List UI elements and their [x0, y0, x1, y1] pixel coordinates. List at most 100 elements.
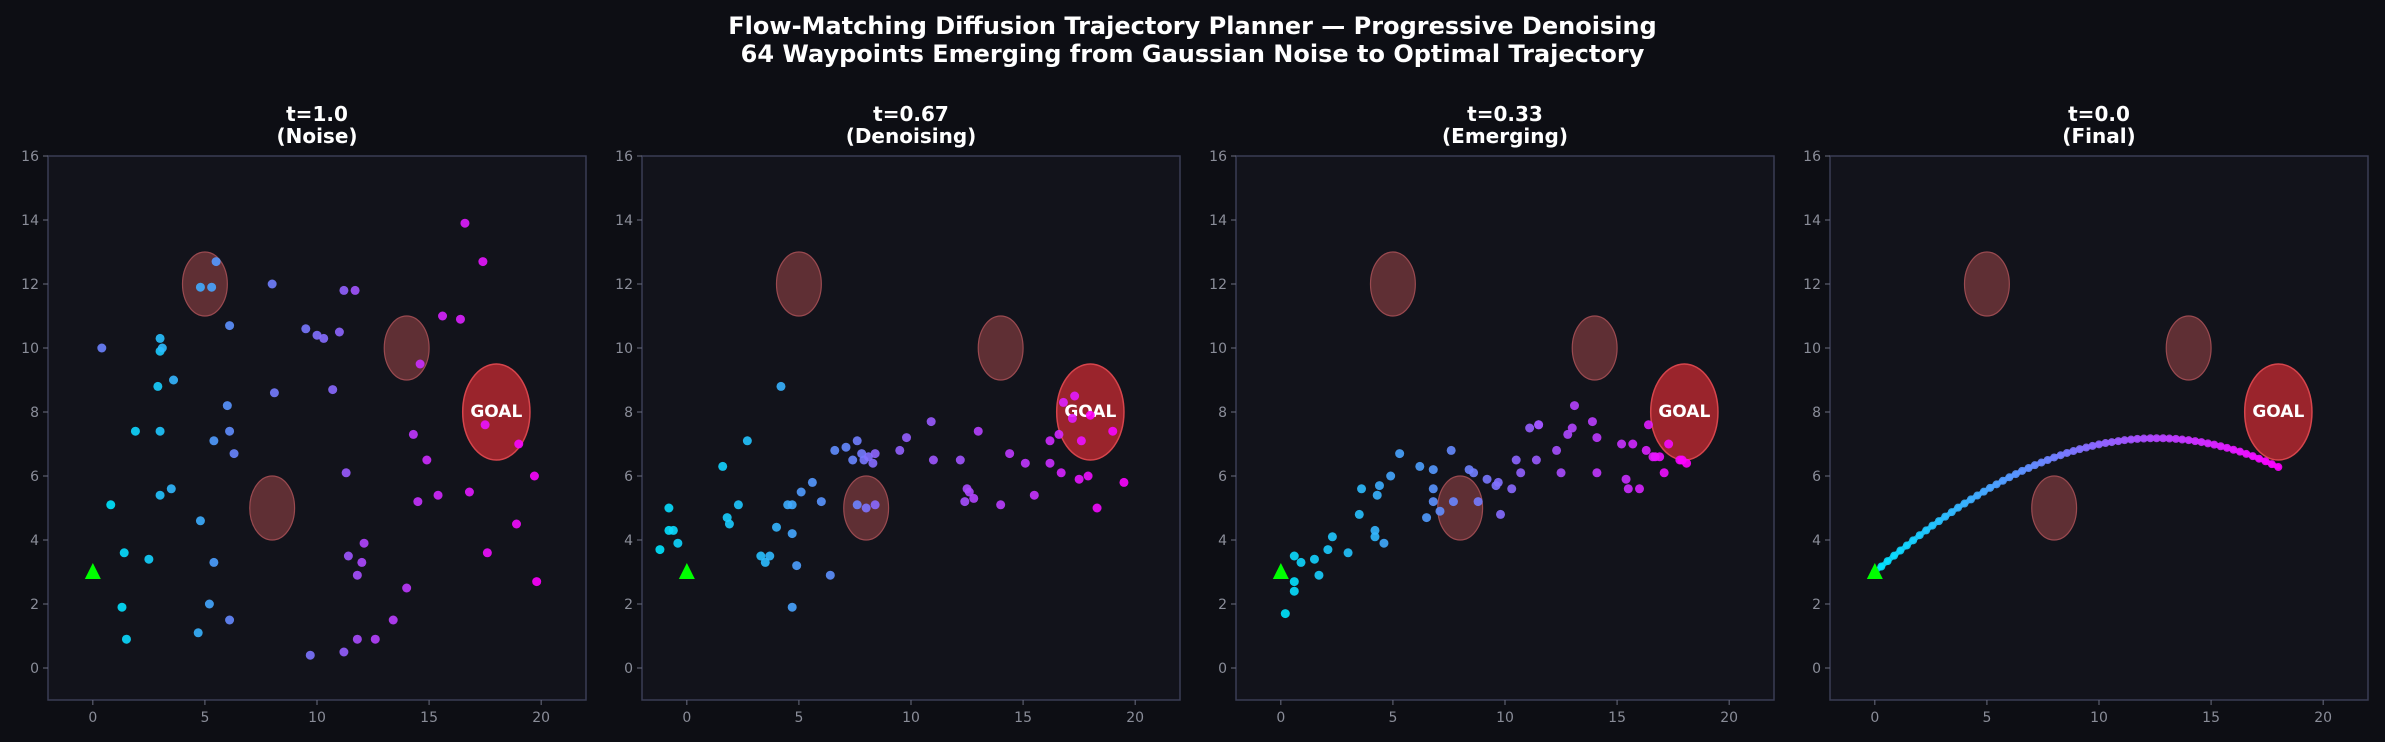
waypoint: [1422, 513, 1432, 523]
x-tick-label: 15: [1608, 710, 1626, 726]
waypoint: [512, 519, 522, 529]
x-tick-label: 20: [1126, 710, 1144, 726]
x-tick-label: 0: [682, 710, 691, 726]
waypoint: [1370, 525, 1380, 535]
waypoint: [776, 381, 786, 391]
waypoint: [1327, 532, 1337, 542]
waypoint: [1992, 480, 2001, 489]
waypoint: [1928, 521, 1937, 530]
waypoint: [964, 487, 974, 497]
waypoint: [357, 557, 367, 567]
waypoint: [1435, 506, 1445, 516]
waypoint: [2159, 434, 2168, 443]
waypoint: [130, 426, 140, 436]
waypoint: [328, 385, 338, 395]
waypoint: [2062, 448, 2071, 457]
obstacle-2: [249, 475, 296, 541]
waypoint: [1534, 420, 1544, 430]
waypoint: [415, 359, 425, 369]
panel-1: t=0.67(Denoising) 0 5 10 15 20 0 2 4 6 8 10 12 14 16 GO…: [615, 102, 1181, 726]
waypoint: [157, 343, 167, 353]
waypoint: [2146, 434, 2155, 443]
waypoint: [1289, 577, 1299, 587]
y-tick-label: 6: [624, 469, 633, 485]
waypoint: [852, 500, 862, 510]
waypoint: [2037, 458, 2046, 467]
waypoint: [996, 500, 1006, 510]
y-tick-label: 6: [1812, 469, 1821, 485]
goal-label: GOAL: [1658, 402, 1710, 422]
waypoint: [1386, 471, 1396, 481]
y-tick-label: 10: [615, 341, 633, 357]
waypoint: [2139, 434, 2148, 443]
x-tick-label: 0: [1870, 710, 1879, 726]
goal-label: GOAL: [470, 402, 522, 422]
start-marker: [1272, 563, 1289, 579]
waypoint: [1592, 433, 1602, 443]
y-tick-label: 10: [1209, 341, 1227, 357]
waypoint: [2005, 473, 2014, 482]
waypoint: [1986, 483, 1995, 492]
waypoint: [2069, 447, 2078, 456]
waypoint: [1890, 551, 1899, 560]
start-marker: [1866, 563, 1883, 579]
waypoint: [1592, 468, 1602, 478]
waypoint: [1563, 429, 1573, 439]
waypoint: [433, 490, 443, 500]
waypoint: [1682, 458, 1692, 468]
waypoint: [119, 548, 129, 558]
waypoint: [1379, 538, 1389, 548]
waypoint: [204, 599, 214, 609]
waypoint: [1628, 439, 1638, 449]
waypoint: [370, 634, 380, 644]
figure-title-line1: Flow-Matching Diffusion Trajectory Plann…: [728, 12, 1657, 40]
waypoint: [1092, 503, 1102, 513]
waypoint: [225, 426, 235, 436]
waypoint: [724, 519, 734, 529]
waypoint: [402, 583, 412, 593]
waypoint: [1343, 548, 1353, 558]
waypoint: [1314, 570, 1324, 580]
waypoint: [1056, 468, 1066, 478]
waypoint: [2165, 434, 2174, 443]
waypoint: [2184, 436, 2193, 445]
waypoint: [2082, 443, 2091, 452]
waypoint: [1020, 458, 1030, 468]
y-tick-label: 16: [615, 149, 633, 165]
waypoint: [655, 545, 665, 555]
waypoint: [388, 615, 398, 625]
waypoint: [352, 570, 362, 580]
y-tick-label: 12: [1803, 277, 1821, 293]
y-tick-label: 2: [1218, 597, 1227, 613]
waypoint: [852, 436, 862, 446]
waypoint: [664, 503, 674, 513]
waypoint: [1979, 487, 1988, 496]
waypoint: [106, 500, 116, 510]
obstacle-1: [977, 315, 1024, 381]
waypoint: [742, 436, 752, 446]
panel-title-line2: (Emerging): [1442, 124, 1568, 148]
waypoint: [1428, 465, 1438, 475]
waypoint: [2133, 434, 2142, 443]
panel-3: t=0.0(Final) 0 5 10 15 20 0 2 4 6 8 10 12 14 16 GOAL: [1803, 102, 2369, 726]
waypoint: [863, 452, 873, 462]
waypoint: [1354, 509, 1364, 519]
waypoint: [1998, 476, 2007, 485]
waypoint: [1323, 545, 1333, 555]
waypoint: [2229, 445, 2238, 454]
start-marker: [678, 563, 695, 579]
waypoint: [1085, 410, 1095, 420]
waypoint: [1070, 391, 1080, 401]
waypoint: [408, 429, 418, 439]
waypoint: [413, 497, 423, 507]
waypoint: [1058, 397, 1068, 407]
x-tick-label: 15: [1014, 710, 1032, 726]
waypoint: [117, 602, 127, 612]
panel-title-line1: t=0.0: [2068, 102, 2130, 126]
waypoint: [825, 570, 835, 580]
waypoint: [2114, 437, 2123, 446]
waypoint: [193, 628, 203, 638]
waypoint: [772, 522, 781, 532]
panel-2: t=0.33(Emerging) 0 5 10 15 20 0 2 4 6 8 10 12 14 16 GOA…: [1209, 102, 1775, 726]
waypoint: [1507, 484, 1517, 494]
